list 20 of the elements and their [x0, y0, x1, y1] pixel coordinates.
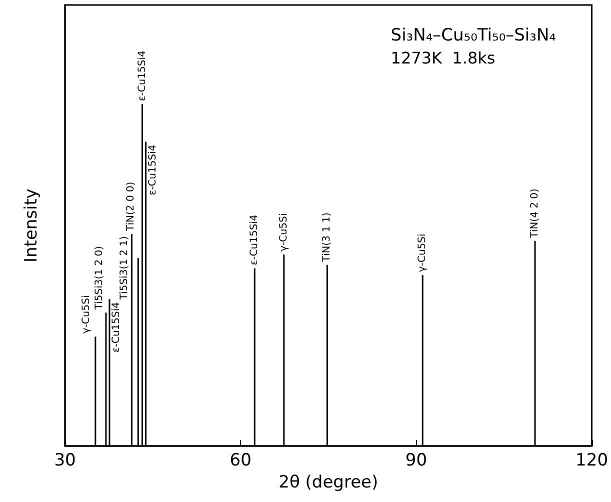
annotation: Ti5Si3(1 2 0)	[94, 246, 105, 311]
x-tick-label: 90	[405, 450, 428, 470]
annotation: ε-Cu15Si4	[136, 50, 148, 102]
chart-subtitle: 1273K 1.8ks	[390, 48, 496, 68]
annotation: TiN(4 2 0)	[530, 188, 540, 239]
annotation: TiN(2 0 0)	[126, 182, 137, 232]
y-axis-title: Intensity	[22, 188, 42, 262]
x-axis-title: 2θ (degree)	[278, 472, 378, 492]
annotation: TiN(3 1 1)	[322, 212, 333, 263]
x-tick-label: 120	[576, 450, 608, 470]
annotation: ε-Cu15Si4	[147, 144, 158, 196]
chart-title: Si₃N₄–Cu₅₀Ti₅₀–Si₃N₄	[390, 26, 556, 46]
annotation: γ-Cu5Si	[80, 295, 92, 334]
annotation: γ-Cu5Si	[417, 234, 428, 272]
annotation: Ti5Si3(1 2 1)	[119, 236, 130, 301]
annotation: ε-Cu15Si4	[249, 214, 260, 266]
x-tick-label: 30	[54, 450, 76, 470]
x-tick-label: 60	[230, 450, 252, 470]
annotation: ε-Cu15Si4	[110, 302, 122, 353]
annotation: γ-Cu5Si	[278, 213, 290, 252]
